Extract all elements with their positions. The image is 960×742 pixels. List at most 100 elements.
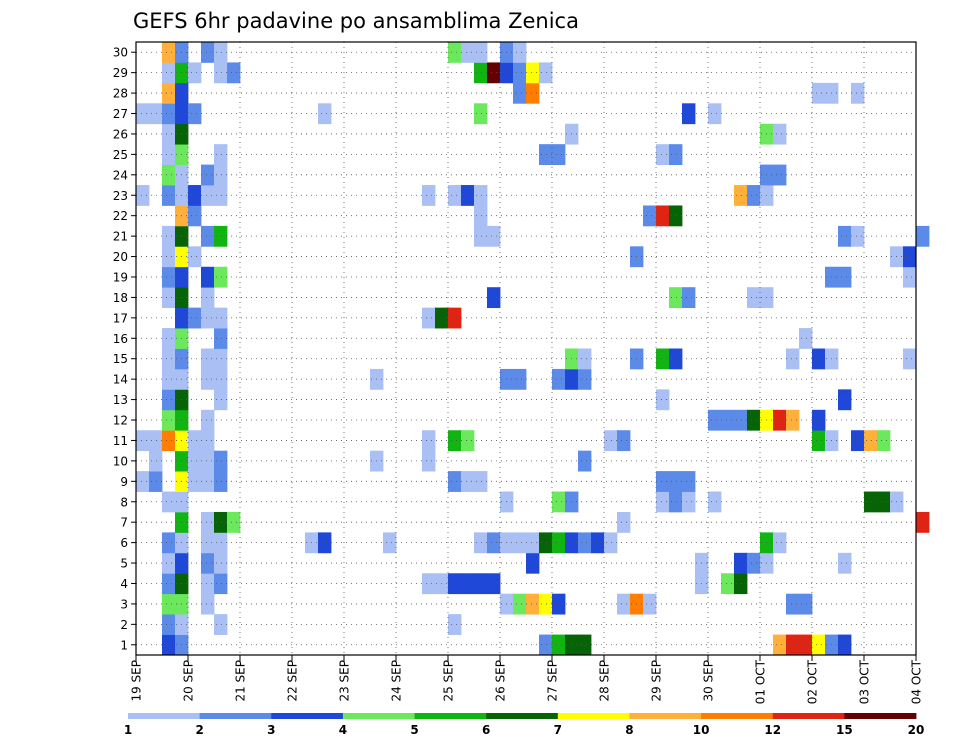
- precip-cell-m23-t6: [214, 185, 228, 206]
- precip-cell-m27-t2: [162, 103, 176, 125]
- precip-cell-m2-t24: [448, 614, 462, 635]
- precip-cell-m13-t54: [838, 389, 852, 411]
- y-tick-label: 11: [113, 434, 128, 448]
- precip-cell-m23-t4: [188, 185, 202, 206]
- precip-cell-m1-t49: [773, 634, 787, 656]
- precip-cell-m14-t29: [513, 368, 527, 390]
- precip-cell-m20-t2: [162, 246, 176, 268]
- precip-cell-m17-t6: [214, 307, 228, 329]
- colorbar-tick-labels: 1 2 3 4 5 6 7 8 10 12 15 20: [124, 723, 925, 737]
- x-tick-label: 28 SEP: [598, 660, 612, 702]
- precip-cell-m12-t46: [734, 409, 748, 431]
- precip-cell-m22-t39: [643, 205, 657, 227]
- precip-cell-m6-t49: [773, 532, 787, 554]
- precip-cell-m3-t37: [617, 593, 631, 615]
- precip-cell-m21-t26: [474, 225, 488, 247]
- precip-cell-m23-t0: [136, 185, 150, 206]
- precip-cell-m7-t6: [214, 511, 228, 533]
- precip-cell-m9-t25: [461, 471, 475, 492]
- heatmap-cells: [136, 42, 930, 656]
- precip-cell-m11-t25: [461, 430, 475, 452]
- precip-cell-m14-t6: [214, 368, 228, 390]
- precip-cell-m25-t31: [539, 144, 553, 165]
- colorbar-segment: [772, 713, 845, 719]
- precip-cell-m3-t31: [539, 593, 553, 615]
- precip-cell-m6-t29: [513, 532, 527, 554]
- y-tick-label: 5: [120, 557, 128, 571]
- precip-cell-m6-t5: [201, 532, 215, 554]
- y-tick-label: 22: [113, 209, 128, 223]
- precip-cell-m16-t2: [162, 328, 176, 349]
- precip-cell-m21-t5: [201, 225, 215, 247]
- precip-cell-m27-t1: [149, 103, 163, 125]
- precip-cell-m19-t2: [162, 266, 176, 288]
- precip-cell-m12-t49: [773, 409, 787, 431]
- precip-cell-m12-t52: [812, 409, 826, 431]
- y-tick-label: 28: [113, 87, 128, 101]
- precip-cell-m6-t30: [526, 532, 540, 554]
- precip-cell-m24-t2: [162, 164, 176, 186]
- x-tick-label: 29 SEP: [650, 660, 664, 702]
- precip-cell-m6-t26: [474, 532, 488, 554]
- precip-cell-m11-t37: [617, 430, 631, 452]
- precip-cell-m24-t6: [214, 164, 228, 186]
- precip-cell-m14-t32: [552, 368, 566, 390]
- precip-cell-m3-t5: [201, 593, 215, 615]
- precip-cell-m15-t34: [578, 348, 592, 370]
- precip-cell-m9-t0: [136, 471, 150, 492]
- y-tick-label: 16: [113, 332, 128, 346]
- x-tick-label: 23 SEP: [338, 660, 352, 702]
- x-tick-label: 01 OCT: [754, 659, 768, 704]
- precip-cell-m12-t45: [721, 409, 735, 431]
- y-tick-label: 3: [120, 597, 128, 611]
- precip-cell-m29-t4: [188, 62, 202, 84]
- precip-cell-m17-t22: [422, 307, 436, 329]
- colorbar-tick-label: 1: [124, 723, 132, 737]
- precip-cell-m27-t14: [318, 103, 332, 125]
- y-tick-label: 2: [120, 618, 128, 632]
- precip-cell-m26-t49: [773, 123, 787, 145]
- precip-cell-m29-t6: [214, 62, 228, 84]
- colorbar-tick-label: 4: [339, 723, 347, 737]
- precip-cell-m11-t57: [877, 430, 891, 452]
- precip-cell-m22-t40: [656, 205, 670, 227]
- precip-cell-m19-t59: [903, 266, 917, 288]
- precip-cell-m23-t26: [474, 185, 488, 206]
- precip-cell-m29-t27: [487, 62, 501, 84]
- precip-cell-m5-t5: [201, 552, 215, 574]
- precip-cell-m18-t5: [201, 287, 215, 309]
- precip-cell-m9-t42: [682, 471, 696, 492]
- precip-cell-m9-t4: [188, 471, 202, 492]
- colorbar-tick-label: 5: [410, 723, 418, 737]
- precip-cell-m19-t5: [201, 266, 215, 288]
- y-tick-label: 17: [113, 311, 128, 325]
- precip-cell-m23-t47: [747, 185, 761, 206]
- y-tick-label: 23: [113, 189, 128, 203]
- precip-cell-m28-t2: [162, 82, 176, 104]
- precip-cell-m23-t22: [422, 185, 436, 206]
- precip-cell-m9-t6: [214, 471, 228, 492]
- colorbar-segment: [629, 713, 702, 719]
- y-tick-label: 6: [120, 536, 128, 550]
- precip-cell-m7-t37: [617, 511, 631, 533]
- precip-cell-m10-t34: [578, 450, 592, 472]
- precip-cell-m1-t32: [552, 634, 566, 656]
- precip-cell-m23-t5: [201, 185, 215, 206]
- colorbar-tick-label: 7: [554, 723, 562, 737]
- precip-cell-m20-t4: [188, 246, 202, 268]
- precip-cell-m12-t2: [162, 409, 176, 431]
- precip-cell-m30-t5: [201, 42, 215, 63]
- precip-cell-m10-t4: [188, 450, 202, 472]
- precip-cell-m8-t32: [552, 491, 566, 513]
- precip-cell-m7-t7: [227, 511, 241, 533]
- colorbar-tick-label: 6: [482, 723, 490, 737]
- precip-cell-m13-t2: [162, 389, 176, 411]
- colorbar-tick-label: 15: [836, 723, 853, 737]
- precip-cell-m23-t24: [448, 185, 462, 206]
- precip-cell-m11-t4: [188, 430, 202, 452]
- y-tick-label: 24: [113, 168, 128, 182]
- x-axis-date-ticks: 19 SEP 20 SEP 21 SEP 22 SEP 23 SEP 24 SEP 25 S…: [130, 655, 924, 704]
- precip-cell-m27-t26: [474, 103, 488, 125]
- chart-title: GEFS 6hr padavine po ansamblima Zenica: [133, 9, 579, 33]
- y-tick-label: 27: [113, 107, 128, 121]
